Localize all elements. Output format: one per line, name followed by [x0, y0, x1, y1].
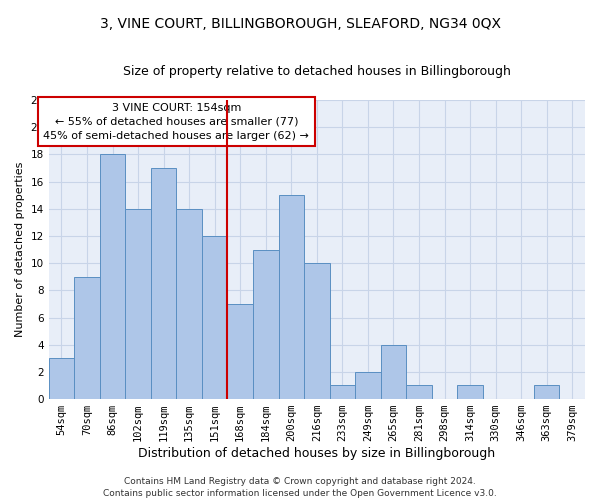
Y-axis label: Number of detached properties: Number of detached properties: [15, 162, 25, 337]
Bar: [534, 386, 559, 399]
Bar: [74, 276, 100, 399]
Bar: [253, 250, 278, 399]
Bar: [329, 386, 355, 399]
Title: Size of property relative to detached houses in Billingborough: Size of property relative to detached ho…: [123, 65, 511, 78]
Bar: [202, 236, 227, 399]
Bar: [380, 344, 406, 399]
Bar: [49, 358, 74, 399]
X-axis label: Distribution of detached houses by size in Billingborough: Distribution of detached houses by size …: [138, 447, 496, 460]
Bar: [457, 386, 483, 399]
Bar: [176, 209, 202, 399]
Bar: [304, 263, 329, 399]
Text: 3 VINE COURT: 154sqm
← 55% of detached houses are smaller (77)
45% of semi-detac: 3 VINE COURT: 154sqm ← 55% of detached h…: [43, 102, 310, 141]
Bar: [151, 168, 176, 399]
Bar: [227, 304, 253, 399]
Text: 3, VINE COURT, BILLINGBOROUGH, SLEAFORD, NG34 0QX: 3, VINE COURT, BILLINGBOROUGH, SLEAFORD,…: [100, 18, 500, 32]
Bar: [100, 154, 125, 399]
Bar: [278, 195, 304, 399]
Bar: [406, 386, 432, 399]
Bar: [125, 209, 151, 399]
Bar: [355, 372, 380, 399]
Text: Contains HM Land Registry data © Crown copyright and database right 2024.
Contai: Contains HM Land Registry data © Crown c…: [103, 476, 497, 498]
